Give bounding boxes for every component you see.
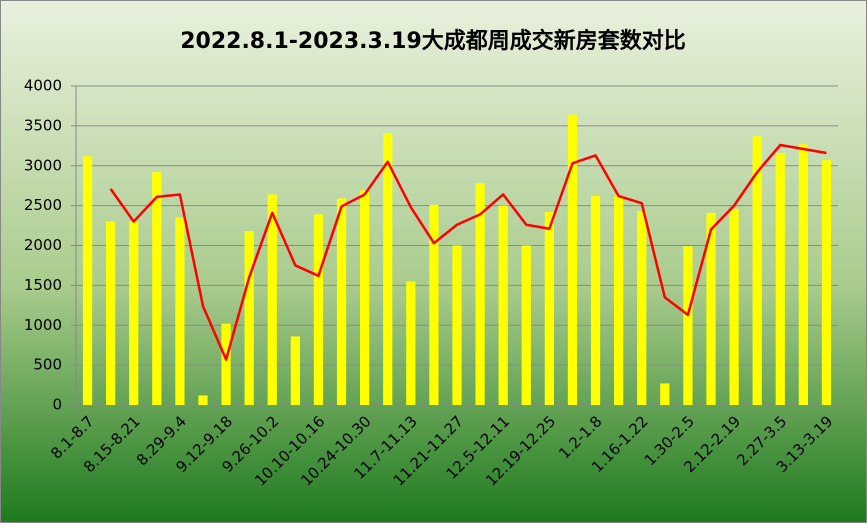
bar xyxy=(752,136,762,405)
bar xyxy=(406,281,416,405)
bar xyxy=(637,211,647,405)
bar xyxy=(336,198,347,405)
y-tick-label: 2000 xyxy=(24,236,62,254)
y-tick-label: 2500 xyxy=(24,196,62,214)
bar xyxy=(152,172,162,405)
bar xyxy=(383,133,393,406)
bar xyxy=(82,156,93,405)
bar xyxy=(660,383,670,405)
bar xyxy=(775,152,785,405)
bar xyxy=(614,196,624,405)
bar xyxy=(267,194,277,405)
y-tick-label: 4000 xyxy=(24,77,62,95)
y-tick-label: 1000 xyxy=(24,316,62,334)
bar xyxy=(198,395,208,405)
bar xyxy=(429,204,439,405)
bar xyxy=(498,205,508,405)
bar xyxy=(567,114,578,406)
bar xyxy=(544,212,554,405)
bar xyxy=(129,221,139,405)
bar xyxy=(175,217,185,405)
bar xyxy=(360,190,370,405)
bar xyxy=(221,323,231,405)
bar xyxy=(590,196,601,405)
bar xyxy=(821,160,832,405)
bar xyxy=(452,245,462,405)
y-tick-label: 3500 xyxy=(24,116,62,134)
bar xyxy=(475,183,485,405)
y-tick-label: 3000 xyxy=(24,156,62,174)
y-tick-label: 500 xyxy=(33,356,62,374)
bar xyxy=(313,214,324,405)
bar xyxy=(244,231,254,405)
y-tick-label: 1500 xyxy=(24,276,62,294)
bar xyxy=(729,208,739,405)
bar xyxy=(683,246,693,405)
bar xyxy=(521,245,531,405)
bar xyxy=(106,221,116,405)
line xyxy=(109,143,827,361)
y-tick-label: 0 xyxy=(52,396,62,414)
bar xyxy=(706,212,716,405)
bar xyxy=(798,144,808,405)
chart-title: 2022.8.1-2023.3.19大成都周成交新房套数对比 xyxy=(180,28,686,54)
bar xyxy=(290,336,300,405)
